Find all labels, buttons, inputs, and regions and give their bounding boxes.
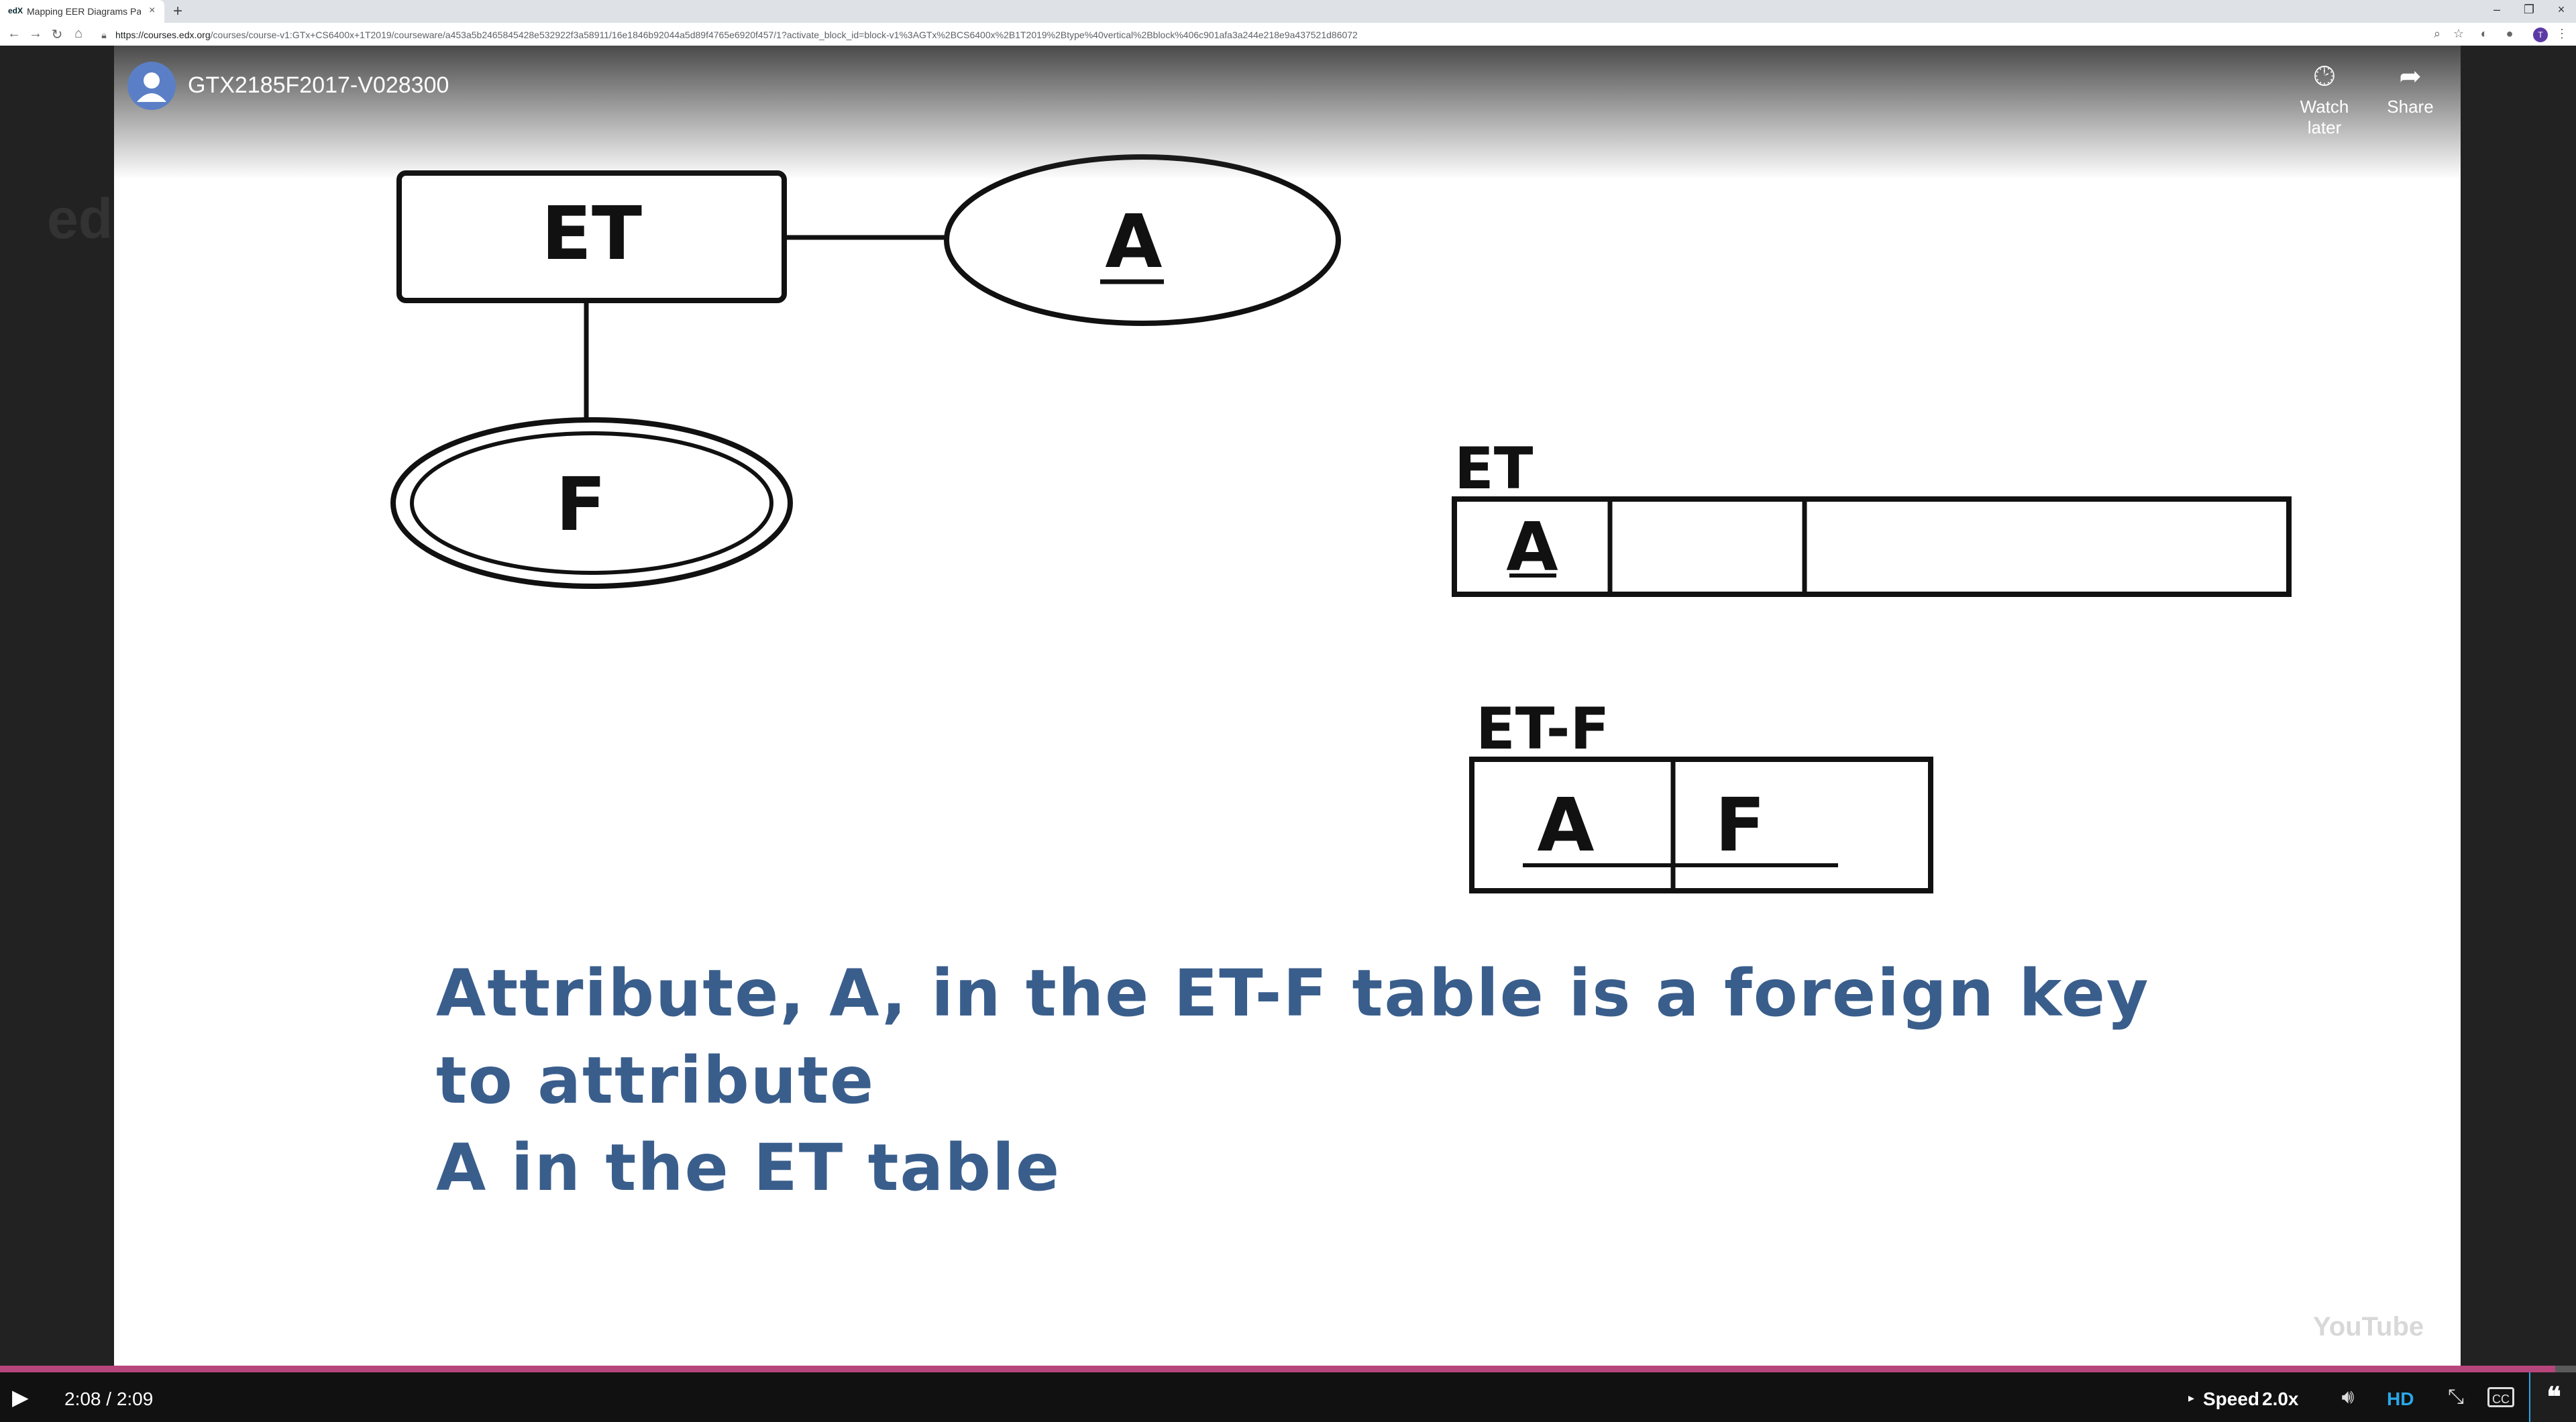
- multivalued-label: F: [555, 461, 606, 547]
- table-etf-name: ET-F: [1476, 696, 1609, 763]
- new-tab-button[interactable]: +: [173, 2, 183, 20]
- caption-line-1: Attribute, A, in the ET-F table is a for…: [436, 956, 2150, 1118]
- extension-icon[interactable]: ●: [2506, 27, 2514, 40]
- video-player[interactable]: ET A F ET A ET-F A F Attribute, A, in th…: [114, 46, 2461, 1368]
- slide-caption: Attribute, A, in the ET-F table is a for…: [436, 950, 2247, 1211]
- video-progress-fill: [0, 1366, 2556, 1372]
- table-et-col-a: A: [1506, 508, 1558, 586]
- forward-arrow-icon[interactable]: →: [29, 26, 42, 41]
- profile-avatar[interactable]: T: [2533, 28, 2548, 42]
- tab-close-icon[interactable]: ×: [149, 5, 156, 16]
- speed-caret-icon[interactable]: ▸: [2188, 1391, 2195, 1405]
- closed-captions-button[interactable]: CC: [2487, 1387, 2514, 1407]
- star-icon[interactable]: ☆: [2453, 27, 2465, 40]
- speed-label[interactable]: Speed: [2203, 1388, 2260, 1409]
- video-progress-bar[interactable]: [0, 1366, 2576, 1372]
- watch-later-button[interactable]: 🕑︎ Watch later: [2281, 62, 2368, 138]
- edx-favicon-icon: edX: [8, 6, 23, 15]
- edx-logo: ed: [47, 187, 113, 250]
- restore-icon[interactable]: ❐: [2523, 3, 2535, 16]
- url-field[interactable]: https://courses.edx.org/courses/course-v…: [115, 30, 1358, 40]
- zoom-icon[interactable]: ⌕: [2433, 27, 2441, 40]
- close-window-icon[interactable]: ×: [2557, 3, 2565, 16]
- eer-diagram-slide: ET A F ET A ET-F A F: [390, 154, 2292, 893]
- tab-title: Mapping EER Diagrams Part I | C: [27, 6, 141, 17]
- home-icon[interactable]: ⌂: [74, 26, 83, 41]
- video-top-overlay: [114, 46, 2461, 180]
- watch-later-label: Watch later: [2300, 97, 2349, 138]
- url-host: https://courses.edx.org: [115, 30, 211, 40]
- speed-value[interactable]: 2.0x: [2262, 1388, 2299, 1409]
- table-etf-col-a: A: [1537, 782, 1594, 868]
- url-path: /courses/course-v1:GTx+CS6400x+1T2019/co…: [210, 30, 1358, 40]
- back-arrow-icon[interactable]: ←: [7, 26, 21, 41]
- video-title[interactable]: GTX2185F2017-V028300: [188, 72, 449, 98]
- browser-tab[interactable]: edX Mapping EER Diagrams Part I | C ×: [0, 0, 164, 23]
- entity-label: ET: [541, 190, 642, 276]
- extension-icon[interactable]: ◐: [2480, 27, 2488, 40]
- video-controls: ▶ 2:08 / 2:09 ▸ Speed 2.0x 🔊︎ HD ⤡ CC ❝: [0, 1372, 2576, 1422]
- minimize-icon[interactable]: –: [2493, 3, 2500, 16]
- multivalued-outer-ellipse: [390, 417, 793, 589]
- menu-icon[interactable]: ⋮: [2556, 27, 2568, 40]
- person-icon: [137, 72, 166, 102]
- attribute-label: A: [1105, 199, 1162, 284]
- tab-bar: edX Mapping EER Diagrams Part I | C × + …: [0, 0, 2576, 23]
- table-et-row: [1452, 496, 2292, 597]
- play-icon[interactable]: ▶: [12, 1385, 29, 1409]
- table-etf-col-f: F: [1715, 782, 1765, 868]
- exit-fullscreen-icon[interactable]: ⤡: [2448, 1386, 2464, 1408]
- table-etf-row: [1469, 757, 1933, 893]
- youtube-watermark[interactable]: YouTube: [2313, 1312, 2424, 1342]
- time-display: 2:08 / 2:09: [64, 1388, 154, 1409]
- volume-icon[interactable]: 🔊︎: [2341, 1386, 2355, 1408]
- channel-avatar[interactable]: [127, 62, 176, 110]
- share-label: Share: [2387, 97, 2434, 117]
- hd-quality-button[interactable]: HD: [2387, 1388, 2414, 1409]
- caption-line-2: A in the ET table: [436, 1130, 1061, 1205]
- share-button[interactable]: ➦ Share: [2367, 62, 2454, 117]
- share-arrow-icon: ➦: [2399, 62, 2422, 91]
- multivalued-inner-ellipse: [410, 431, 773, 575]
- clock-icon: 🕑︎: [2314, 62, 2335, 91]
- address-bar: ← → ↻ ⌂ 🔒︎ https://courses.edx.org/cours…: [0, 23, 2576, 46]
- lock-icon[interactable]: 🔒︎: [101, 30, 107, 40]
- reload-icon[interactable]: ↻: [51, 28, 63, 42]
- table-et-name: ET: [1454, 435, 1534, 502]
- transcript-quote-icon[interactable]: ❝: [2529, 1372, 2576, 1422]
